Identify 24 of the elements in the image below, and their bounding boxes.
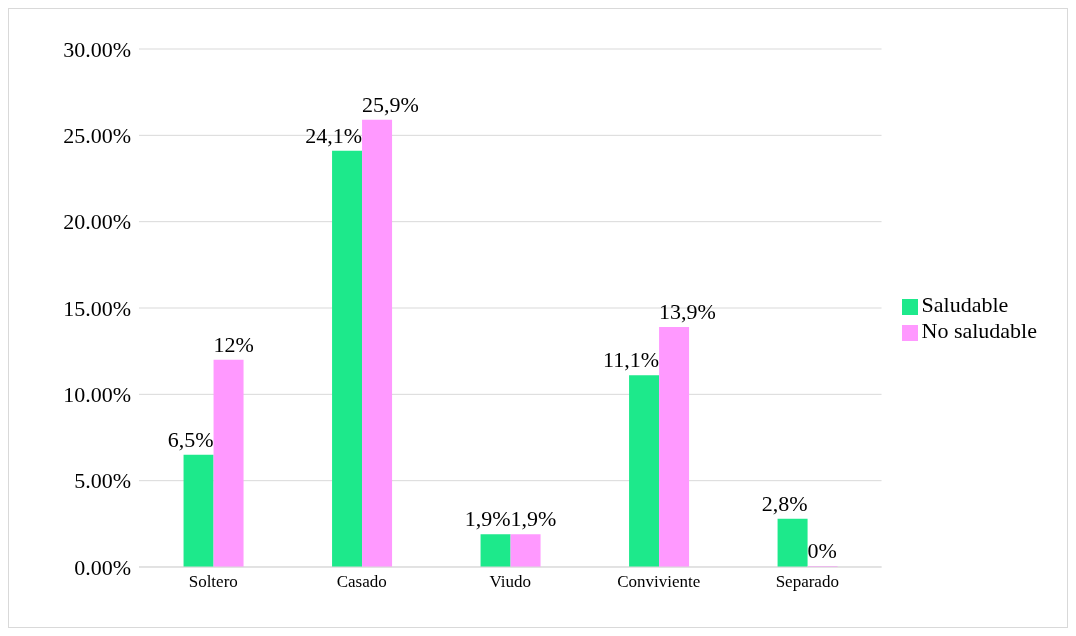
y-tick-label: 25.00% [63,123,131,149]
data-label: 1,9% [464,506,511,532]
data-label: 24,1% [305,122,363,148]
y-tick-label: 20.00% [63,209,131,235]
legend-label: Saludable [921,292,1009,317]
data-label: 6,5% [167,426,214,452]
x-tick-label: Soltero [188,572,238,592]
data-label: 0% [807,538,837,563]
data-label: 1,9% [510,506,557,532]
data-label: 13,9% [659,298,716,324]
y-tick-label: 0.00% [74,554,131,580]
x-tick-label: Conviviente [617,572,701,592]
data-label: 25,9% [362,91,419,117]
data-label: 2,8% [761,490,808,516]
x-tick-label: Separado [775,572,839,592]
x-tick-label: Viudo [489,572,532,592]
y-tick-label: 10.00% [63,382,131,408]
data-label: 12% [213,331,254,357]
x-tick-label: Casado [336,572,387,592]
y-tick-label: 15.00% [63,295,131,321]
y-tick-label: 5.00% [74,468,131,494]
y-tick-label: 30.00% [63,36,131,62]
data-label: 11,1% [603,347,660,373]
legend-label: No saludable [921,318,1037,343]
